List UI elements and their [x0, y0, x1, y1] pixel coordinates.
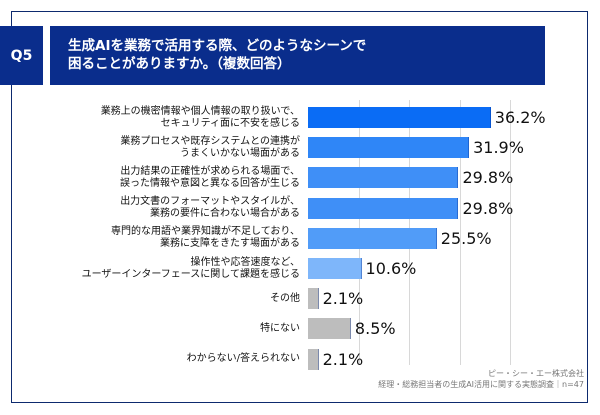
bar — [308, 167, 459, 189]
bar — [308, 227, 437, 249]
bar — [308, 258, 362, 279]
gridline — [459, 100, 461, 365]
bar — [308, 137, 470, 159]
category-label-line: うまくいかない場面がある — [180, 147, 300, 159]
category-label-line: 業務に支障をきたす場面がある — [160, 238, 300, 250]
footer: ピー・シー・エー株式会社 経理・総務担当者の生成AI活用に関する実態調査｜n=4… — [378, 368, 584, 390]
category-label-line: 業務上の機密情報や個人情報の取り扱いで、 — [100, 105, 300, 117]
category-label-line: 誤った情報や意図と異なる回答が生じる — [120, 177, 300, 189]
category-label-line: その他 — [270, 292, 300, 304]
title-line-2: 困ることがありますか。（複数回答） — [68, 56, 291, 72]
title-line-1: 生成AIを業務で活用する際、どのようなシーンで — [68, 38, 367, 54]
category-label-line: ユーザーインターフェースに関して課題を感じる — [81, 268, 300, 280]
title-bar: 生成AIを業務で活用する際、どのようなシーンで 困ることがありますか。（複数回答… — [50, 26, 545, 85]
gridline — [510, 100, 511, 365]
category-label-line: 専門的な用語や業界知識が不足しており、 — [111, 226, 300, 238]
category-label-line: 出力文書のフォーマットやスタイルが、 — [120, 196, 300, 208]
footer-company: ピー・シー・エー株式会社 — [488, 369, 584, 378]
value-label: 2.1% — [322, 349, 364, 369]
category-label-line: セキュリティ面に不安を感じる — [160, 117, 300, 129]
category-label: わからない/答えられない — [187, 353, 300, 365]
bar — [308, 318, 351, 340]
value-label: 10.6% — [365, 259, 417, 278]
category-label-line: 操作性や応答速度など、 — [190, 256, 301, 268]
bar — [308, 348, 319, 370]
value-label: 8.5% — [354, 319, 396, 339]
category-label: 特にない — [260, 323, 300, 335]
category-label: 操作性や応答速度など、 ユーザーインターフェースに関して課題を感じる — [82, 257, 300, 281]
category-label: 出力文書のフォーマットやスタイルが、 業務の要件に合わない場合がある — [120, 196, 300, 220]
category-label-line: 出力結果の正確性が求められる場面で、 — [120, 165, 300, 177]
value-label: 2.1% — [322, 289, 364, 309]
question-badge: Q5 — [0, 26, 43, 85]
category-label-line: わからない/答えられない — [186, 353, 300, 365]
bar — [308, 288, 319, 310]
value-label: 29.8% — [462, 168, 514, 188]
category-label-line: 業務の要件に合わない場合がある — [150, 208, 300, 220]
chart-frame — [11, 11, 588, 403]
footer-source: 経理・総務担当者の生成AI活用に関する実態調査｜n=47 — [378, 380, 584, 389]
category-label: 出力結果の正確性が求められる場面で、 誤った情報や意図と異なる回答が生じる — [120, 166, 300, 190]
value-label: 29.8% — [462, 198, 514, 218]
category-label: 専門的な用語や業界知識が不足しており、 業務に支障をきたす場面がある — [111, 226, 300, 250]
value-label: 25.5% — [440, 228, 492, 248]
bar — [308, 197, 459, 219]
category-label: 業務上の機密情報や個人情報の取り扱いで、 セキュリティ面に不安を感じる — [101, 106, 300, 130]
category-label: 業務プロセスや既存システムとの連携が うまくいかない場面がある — [120, 136, 300, 160]
bar — [308, 107, 491, 128]
value-label: 31.9% — [473, 138, 524, 158]
category-label: その他 — [270, 293, 300, 305]
category-label-line: 特にない — [260, 322, 300, 334]
category-label-line: 業務プロセスや既存システムとの連携が — [120, 135, 300, 147]
value-label: 36.2% — [494, 108, 546, 127]
